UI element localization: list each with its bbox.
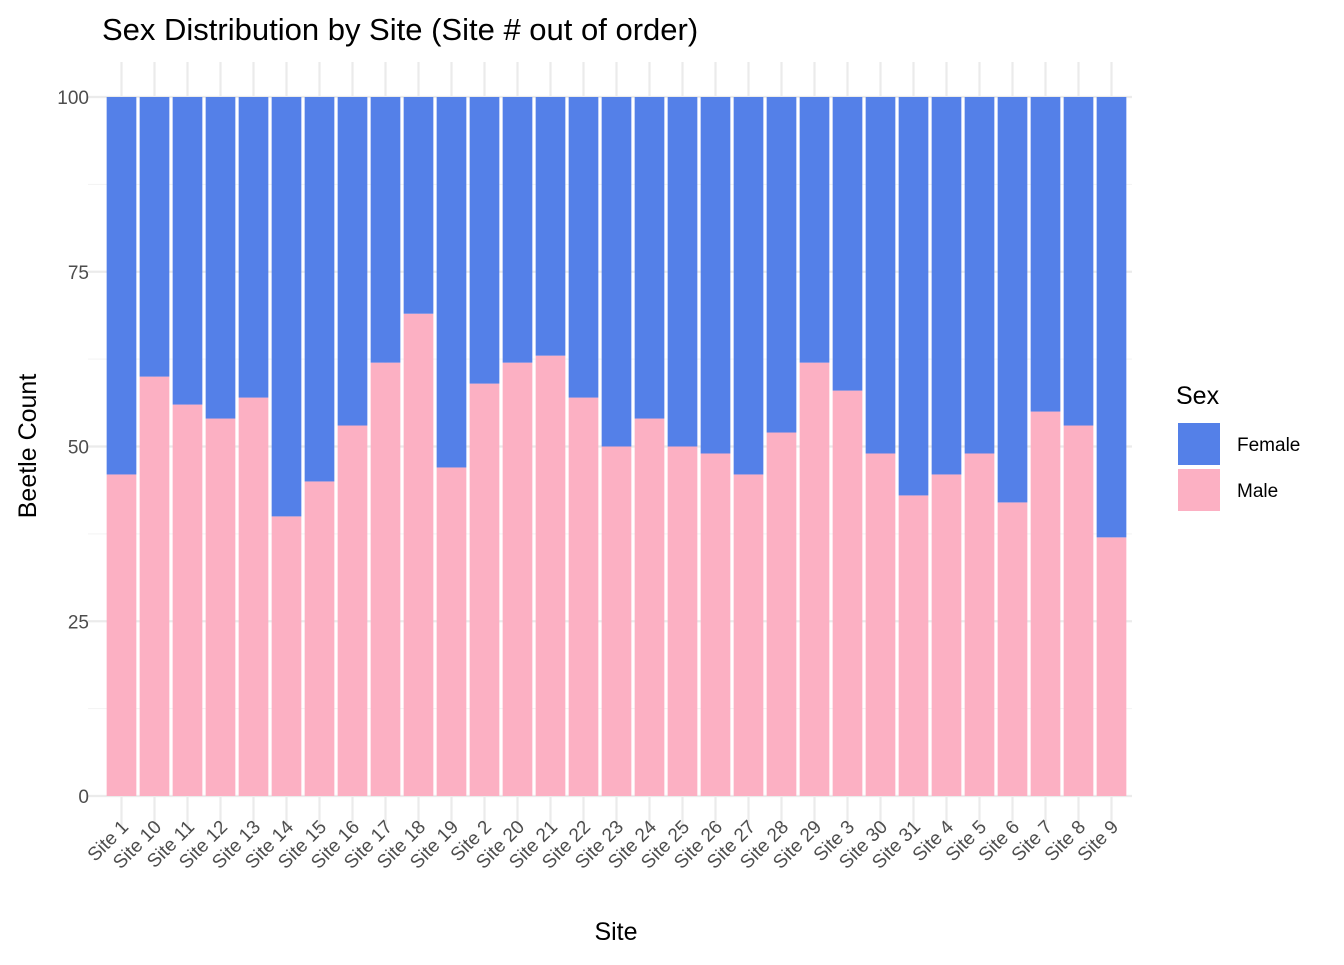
bar-female-site-10 <box>139 97 170 377</box>
bar-female-site-2 <box>469 97 500 384</box>
bar-female-site-30 <box>865 97 896 454</box>
bar-male-site-17 <box>370 362 401 796</box>
bar-female-site-21 <box>535 97 566 356</box>
bar-female-site-16 <box>337 97 368 426</box>
bar-male-site-3 <box>832 390 863 796</box>
bar-female-site-5 <box>964 97 995 454</box>
bar-female-site-6 <box>997 97 1028 503</box>
x-axis-title: Site <box>594 918 637 946</box>
bar-female-site-13 <box>238 97 269 398</box>
legend-label-male: Male <box>1237 481 1278 502</box>
bar-female-site-18 <box>403 97 434 314</box>
bar-male-site-11 <box>172 404 203 796</box>
bar-male-site-19 <box>436 467 467 796</box>
bar-male-site-27 <box>733 474 764 796</box>
bar-male-site-30 <box>865 453 896 796</box>
bar-female-site-4 <box>931 97 962 475</box>
bar-female-site-26 <box>700 97 731 454</box>
bar-male-site-22 <box>568 397 599 796</box>
bar-male-site-25 <box>667 446 698 796</box>
bar-female-site-19 <box>436 97 467 468</box>
bar-male-site-6 <box>997 502 1028 796</box>
bar-female-site-7 <box>1030 97 1061 412</box>
bar-male-site-15 <box>304 481 335 796</box>
y-tick-label: 75 <box>68 263 89 284</box>
bar-male-site-9 <box>1096 537 1127 796</box>
bar-male-site-16 <box>337 425 368 796</box>
bar-male-site-14 <box>271 516 302 796</box>
bar-female-site-12 <box>205 97 236 419</box>
bar-female-site-31 <box>898 97 929 496</box>
bar-female-site-27 <box>733 97 764 475</box>
bar-male-site-1 <box>106 474 137 796</box>
bar-male-site-5 <box>964 453 995 796</box>
legend-label-female: Female <box>1237 435 1300 456</box>
bar-female-site-29 <box>799 97 830 363</box>
y-axis-title: Beetle Count <box>14 374 42 519</box>
bar-male-site-12 <box>205 418 236 796</box>
legend: Sex Female Male <box>1176 382 1300 511</box>
chart-title: Sex Distribution by Site (Site # out of … <box>102 12 698 47</box>
bar-female-site-9 <box>1096 97 1127 538</box>
bar-female-site-14 <box>271 97 302 517</box>
bar-male-site-8 <box>1063 425 1094 796</box>
bar-male-site-4 <box>931 474 962 796</box>
bar-male-site-13 <box>238 397 269 796</box>
legend-key-male <box>1178 469 1220 511</box>
bars <box>106 97 1127 796</box>
bar-female-site-24 <box>634 97 665 419</box>
bar-male-site-18 <box>403 313 434 796</box>
bar-male-site-24 <box>634 418 665 796</box>
bar-male-site-20 <box>502 362 533 796</box>
bar-female-site-22 <box>568 97 599 398</box>
bar-male-site-31 <box>898 495 929 796</box>
bar-female-site-25 <box>667 97 698 447</box>
bar-female-site-3 <box>832 97 863 391</box>
y-tick-label: 25 <box>68 612 89 633</box>
bar-male-site-26 <box>700 453 731 796</box>
bar-female-site-28 <box>766 97 797 433</box>
y-axis-ticks: 0 25 50 75 100 <box>57 88 89 808</box>
bar-female-site-8 <box>1063 97 1094 426</box>
bar-female-site-20 <box>502 97 533 363</box>
bar-female-site-11 <box>172 97 203 405</box>
bar-male-site-28 <box>766 432 797 796</box>
bar-male-site-23 <box>601 446 632 796</box>
bar-female-site-15 <box>304 97 335 482</box>
bar-male-site-29 <box>799 362 830 796</box>
bar-female-site-23 <box>601 97 632 447</box>
bar-male-site-7 <box>1030 411 1061 796</box>
bar-female-site-1 <box>106 97 137 475</box>
y-tick-label: 0 <box>78 787 89 808</box>
y-tick-label: 50 <box>68 438 89 459</box>
bar-male-site-21 <box>535 355 566 796</box>
y-tick-label: 100 <box>57 88 89 109</box>
bar-female-site-17 <box>370 97 401 363</box>
legend-title: Sex <box>1176 382 1220 410</box>
legend-key-female <box>1178 423 1220 465</box>
bar-male-site-10 <box>139 376 170 796</box>
bar-male-site-2 <box>469 383 500 796</box>
